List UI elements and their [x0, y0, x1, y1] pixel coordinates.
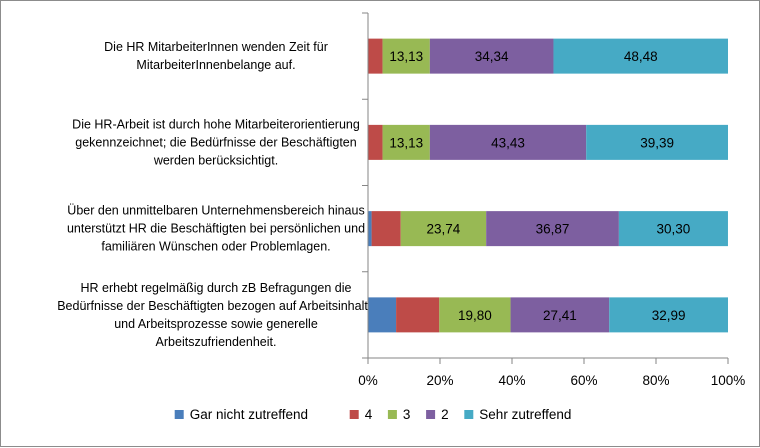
x-tick-label-1: 20% — [426, 373, 453, 388]
bar-segment-3-3 — [400, 211, 487, 247]
axes: 0% 20% 40% 60% 80% 100% — [358, 12, 746, 388]
data-label-4-3: 19,80 — [458, 308, 492, 323]
category-label-3: Über den unmittelbaren Unternehmensberei… — [67, 204, 365, 254]
bar-segment-2-4 — [429, 124, 587, 160]
bar-segment-3-2 — [371, 211, 401, 247]
data-label-2-5: 39,39 — [640, 135, 674, 150]
legend-label-1: Gar nicht zutreffend — [190, 407, 308, 422]
bars: 13,13 34,34 48,48 13,13 43,43 39,39 23,74 36,87… — [368, 38, 728, 333]
category-label-2: Die HR-Arbeit ist durch hohe Mitarbeiter… — [72, 117, 360, 167]
bar-segment-4-4 — [510, 297, 610, 333]
bar-segment-2-5 — [586, 124, 728, 160]
legend-label-5: Sehr zutreffend — [479, 407, 571, 422]
x-tick-label-4: 80% — [642, 373, 669, 388]
legend-label-4: 2 — [441, 407, 449, 422]
data-label-2-3: 13,13 — [389, 135, 423, 150]
bar-segment-1-3 — [382, 38, 430, 74]
legend: Gar nicht zutreffend 4 3 2 Sehr zutreffend — [174, 407, 571, 422]
bar-segment-4-3 — [439, 297, 511, 333]
data-label-1-3: 13,13 — [389, 49, 423, 64]
bar-segment-1-2 — [368, 38, 383, 74]
legend-swatch-1 — [174, 410, 184, 419]
legend-label-3: 3 — [403, 407, 411, 422]
data-label-3-3: 23,74 — [427, 222, 461, 237]
legend-swatch-4 — [426, 410, 436, 419]
data-label-1-4: 34,34 — [475, 49, 509, 64]
bar-segment-2-3 — [382, 124, 430, 160]
legend-swatch-3 — [387, 410, 397, 419]
bar-segment-3-4 — [486, 211, 619, 247]
x-tick-label-2: 40% — [498, 373, 525, 388]
category-labels: Die HR MitarbeiterInnen wenden Zeit für M… — [57, 40, 375, 349]
data-label-3-4: 36,87 — [536, 222, 570, 237]
category-label-4: HR erhebt regelmäßig durch zB Befragunge… — [57, 281, 375, 349]
legend-swatch-2 — [349, 410, 359, 419]
bar-segment-4-5 — [609, 297, 728, 333]
category-label-1: Die HR MitarbeiterInnen wenden Zeit für M… — [104, 40, 328, 72]
legend-swatch-5 — [464, 410, 474, 419]
data-label-4-4: 27,41 — [543, 308, 577, 323]
bar-segment-1-4 — [429, 38, 554, 74]
x-tick-label-3: 60% — [570, 373, 597, 388]
data-label-1-5: 48,48 — [624, 49, 658, 64]
bar-segment-2-2 — [368, 124, 383, 160]
bar-segment-4-2 — [396, 297, 440, 333]
bar-segment-4-1 — [368, 297, 397, 333]
data-label-3-5: 30,30 — [657, 222, 691, 237]
x-tick-label-5: 100% — [711, 373, 746, 388]
bar-segment-3-1 — [368, 211, 372, 247]
bar-segment-1-5 — [553, 38, 728, 74]
legend-label-2: 4 — [365, 407, 373, 422]
data-label-4-5: 32,99 — [652, 308, 686, 323]
data-label-2-4: 43,43 — [491, 135, 525, 150]
x-tick-label-0: 0% — [358, 373, 378, 388]
bar-segment-3-5 — [618, 211, 728, 247]
